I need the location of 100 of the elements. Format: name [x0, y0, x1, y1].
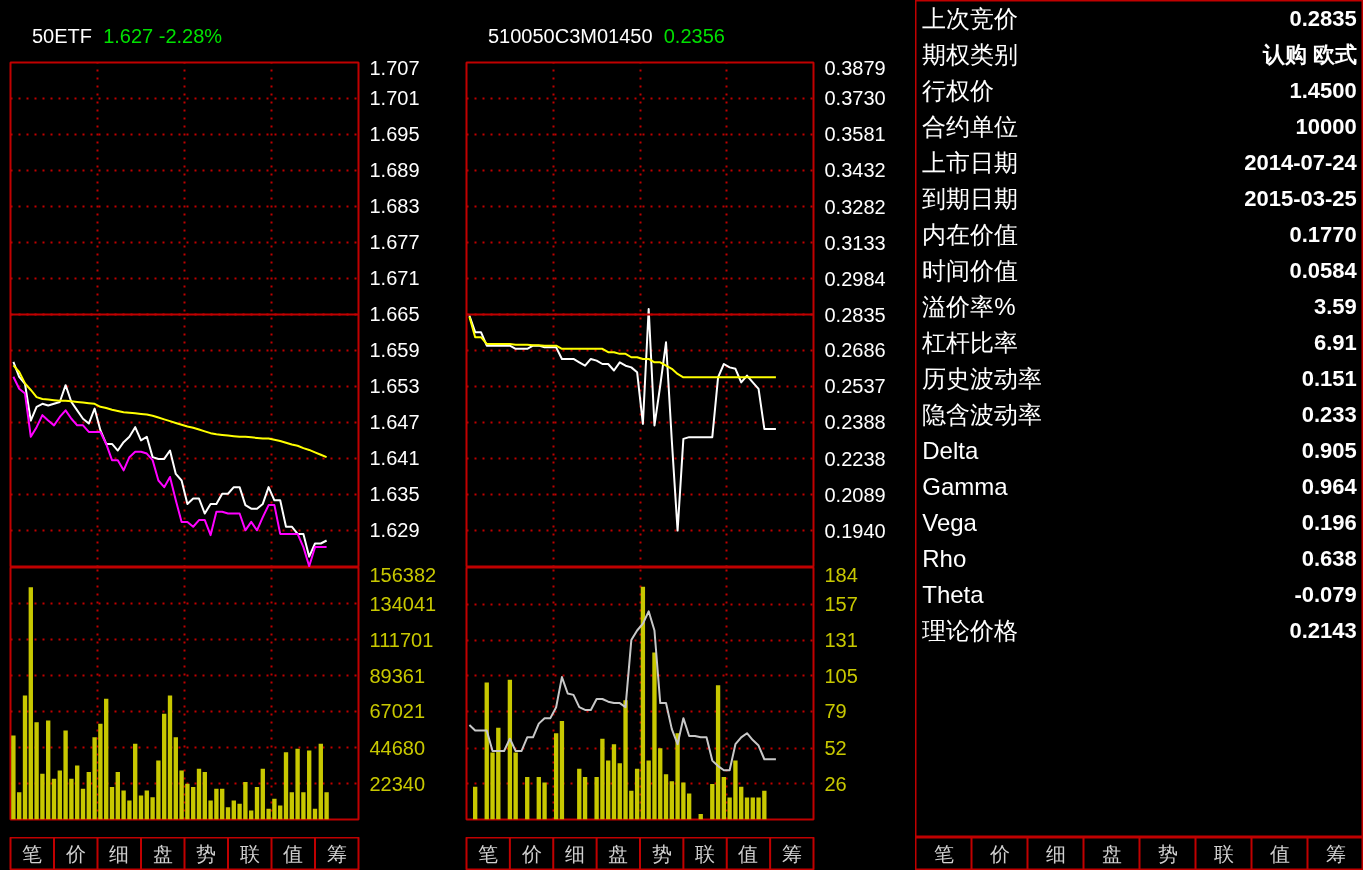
text: 3.59: [1313, 294, 1357, 319]
bar: [138, 795, 144, 820]
category-label: 细: [1045, 843, 1066, 865]
text: 0.151: [1301, 366, 1357, 391]
y-tick-label: 22340: [369, 772, 426, 795]
text: Vega: [922, 509, 978, 536]
text: 合约单位: [922, 113, 1019, 140]
y-tick-label: 0.3581: [824, 123, 886, 146]
bar: [611, 744, 617, 820]
y-tick-label: 1.671: [369, 267, 420, 290]
y-tick-label: 156382: [369, 563, 437, 586]
y-tick-label: 1.635: [369, 483, 420, 506]
line-series: [468, 315, 777, 379]
bar: [254, 787, 260, 820]
bar: [80, 788, 86, 820]
y-tick-label: 1.677: [369, 231, 420, 254]
category-label: 势: [196, 843, 217, 865]
category-label: 盘: [608, 843, 629, 865]
y-tick-label: 0.2089: [824, 483, 886, 506]
text: 10000: [1295, 114, 1357, 139]
category-label: 筹: [781, 843, 802, 865]
line-series: [468, 610, 777, 772]
y-tick-label: 1.683: [369, 195, 420, 218]
text: 溢价率%: [922, 293, 1016, 320]
category-label: 值: [738, 843, 759, 865]
y-tick-label: 26: [824, 772, 847, 795]
text: 0.1770: [1289, 222, 1357, 247]
y-tick-label: 89361: [369, 664, 426, 687]
y-tick-label: 52: [824, 737, 847, 760]
bar: [525, 777, 530, 820]
category-label: 盘: [1101, 843, 1122, 865]
y-tick-label: 105: [824, 664, 858, 687]
y-tick-label: 1.653: [369, 375, 420, 398]
chart-subtitle: 1.627 -2.28%: [103, 25, 223, 47]
y-tick-label: 0.2537: [824, 375, 886, 398]
chart-subtitle: 0.2356: [663, 25, 725, 47]
bar: [663, 774, 669, 820]
text: 0.905: [1301, 438, 1357, 463]
y-tick-label: 0.2686: [824, 339, 886, 362]
text: 2014-07-24: [1244, 150, 1358, 175]
y-tick-label: 1.701: [369, 87, 420, 110]
line-series: [12, 364, 328, 459]
text: 0.196: [1301, 510, 1357, 535]
y-tick-label: 0.3282: [824, 195, 886, 218]
y-tick-label: 0.2238: [824, 447, 886, 470]
category-label: 细: [109, 843, 130, 865]
y-tick-label: 157: [824, 593, 858, 616]
y-tick-label: 184: [824, 563, 858, 586]
bar: [559, 720, 565, 820]
category-label: 价: [64, 843, 86, 865]
category-label: 联: [239, 843, 260, 865]
text: Delta: [922, 437, 979, 464]
category-label: 细: [564, 843, 585, 865]
text: 历史波动率: [922, 365, 1043, 392]
category-label: 笔: [933, 843, 954, 865]
category-label: 价: [988, 843, 1010, 865]
y-tick-label: 0.3879: [824, 56, 886, 79]
text: 理论价格: [922, 617, 1019, 644]
bar: [577, 768, 582, 820]
y-tick-label: 79: [824, 700, 847, 723]
y-tick-label: 0.2388: [824, 411, 886, 434]
y-tick-label: 1.695: [369, 123, 420, 146]
chart-title: 510050C3M01450: [488, 25, 653, 47]
category-label: 联: [1213, 843, 1234, 865]
y-tick-label: 44680: [369, 736, 426, 759]
y-tick-label: 1.629: [369, 519, 420, 542]
bar: [167, 695, 173, 820]
text: 0.2143: [1289, 618, 1357, 643]
text: 0.638: [1301, 546, 1357, 571]
y-tick-label: 1.659: [369, 339, 420, 362]
bar: [283, 752, 289, 820]
text: 时间价值: [922, 257, 1019, 284]
text: 到期日期: [922, 185, 1019, 212]
category-label: 筹: [326, 843, 347, 865]
category-label: 值: [283, 843, 304, 865]
category-label: 价: [520, 843, 542, 865]
text: 上市日期: [922, 149, 1019, 176]
text: 0.233: [1301, 402, 1357, 427]
text: 隐含波动率: [922, 401, 1043, 428]
text: 1.4500: [1289, 78, 1357, 103]
text: 内在价值: [922, 221, 1019, 248]
y-tick-label: 1.665: [369, 303, 420, 326]
bar: [715, 685, 721, 820]
category-label: 值: [1269, 843, 1290, 865]
category-label: 筹: [1325, 843, 1346, 865]
y-tick-label: 67021: [369, 700, 426, 723]
category-label: 势: [651, 843, 672, 865]
text: 2015-03-25: [1244, 186, 1357, 211]
category-label: 联: [695, 843, 716, 865]
bar: [473, 786, 478, 820]
y-tick-label: 0.3730: [824, 87, 886, 110]
y-tick-label: 0.3432: [824, 159, 886, 182]
text: Rho: [922, 545, 967, 572]
bar: [51, 778, 57, 820]
bar: [225, 807, 231, 820]
text: 0.0584: [1289, 258, 1358, 283]
text: 上次竞价: [922, 5, 1019, 32]
y-tick-label: 1.707: [369, 56, 420, 79]
text: 杠杆比率: [921, 329, 1019, 356]
y-tick-label: 0.3133: [824, 231, 886, 254]
